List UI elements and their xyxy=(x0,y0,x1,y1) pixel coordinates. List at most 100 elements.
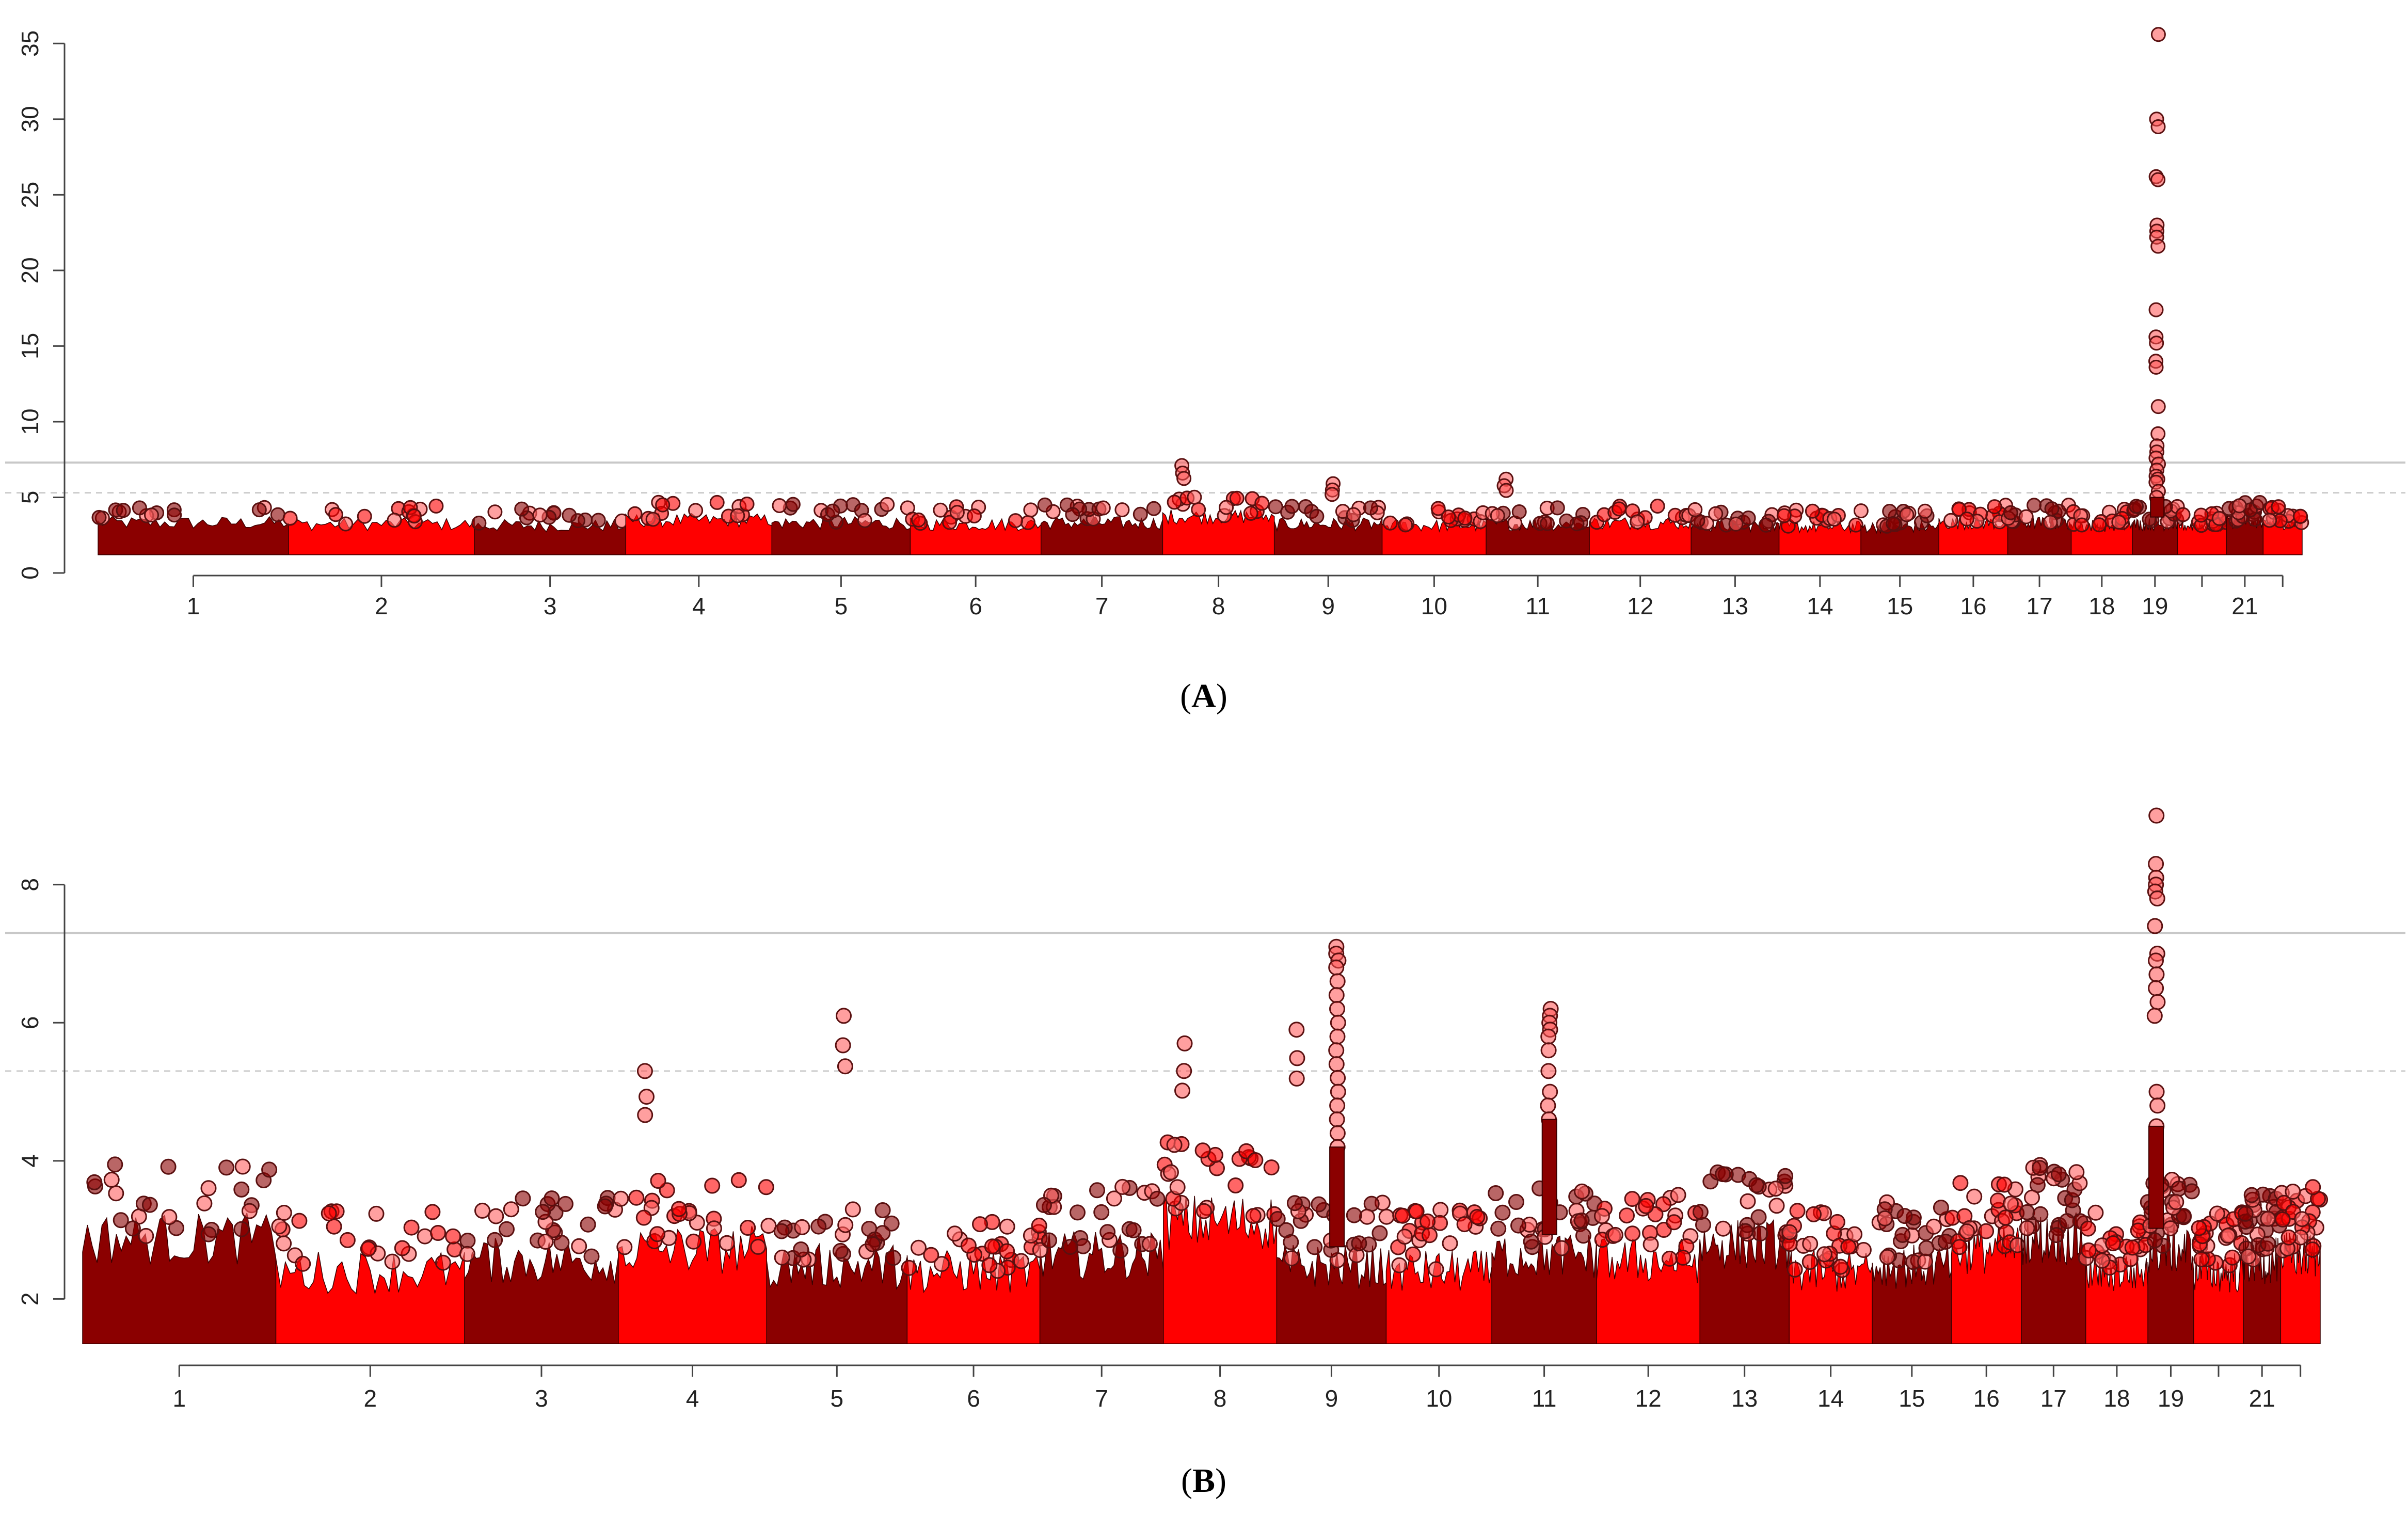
snp-point xyxy=(1966,1188,1983,1205)
x-tick-label: 11 xyxy=(1525,593,1550,619)
snp-point xyxy=(1070,1204,1086,1221)
snp-point xyxy=(233,1221,250,1237)
y-tick-label: 8 xyxy=(17,878,43,891)
y-tick-label: 0 xyxy=(17,566,43,580)
snp-point xyxy=(1013,1253,1029,1269)
snp-point xyxy=(2044,501,2060,517)
snp-point xyxy=(2271,499,2286,515)
snp-point xyxy=(865,1236,881,1252)
x-tick-label: 3 xyxy=(544,593,557,619)
snp-point xyxy=(535,1204,551,1220)
chromosome-17-band xyxy=(2021,1212,2086,1345)
snp-point xyxy=(1877,1210,1893,1226)
y-axis: 0 5 10 15 20 25 30 35 xyxy=(17,30,66,580)
snp-point xyxy=(406,508,422,524)
snp-point xyxy=(2018,509,2034,524)
snp-point xyxy=(825,503,840,519)
snp-point xyxy=(2124,1239,2141,1256)
peak-point xyxy=(2149,890,2165,906)
x-tick-label: 15 xyxy=(1887,593,1913,619)
x-tick-label: 16 xyxy=(1960,593,1986,619)
peak-stem xyxy=(2150,497,2165,518)
snp-point xyxy=(1959,1223,1975,1240)
snp-point xyxy=(1886,516,1901,531)
snp-point xyxy=(2019,1204,2035,1220)
chromosome-16-points xyxy=(1938,498,2013,555)
peak-point xyxy=(1540,1097,1556,1114)
snp-point xyxy=(1031,1217,1047,1234)
snp-point xyxy=(1268,499,1283,515)
y-tick-label: 35 xyxy=(17,30,43,57)
snp-point xyxy=(537,1234,554,1250)
snp-point xyxy=(1146,501,1161,516)
chromosome-9-band xyxy=(1273,517,1383,555)
snp-point xyxy=(2147,1232,2163,1249)
snp-point xyxy=(1065,507,1080,522)
snp-point xyxy=(2003,505,2018,520)
snp-point xyxy=(1490,1220,1507,1237)
snp-point xyxy=(487,504,503,520)
peak-point xyxy=(1329,1111,1345,1128)
chromosome-17-points xyxy=(2001,498,2076,555)
peak-chr11 xyxy=(1540,1001,1559,1235)
snp-point xyxy=(2183,1183,2200,1200)
snp-point xyxy=(1952,1175,1969,1191)
snp-point xyxy=(1306,1239,1323,1255)
y-tick-label: 2 xyxy=(17,1293,43,1306)
snp-point xyxy=(972,1216,988,1233)
chromosome-5-points xyxy=(771,497,915,555)
x-tick-label: 18 xyxy=(2088,593,2115,619)
peak-point xyxy=(2148,1083,2165,1100)
snp-point xyxy=(1715,1220,1731,1237)
snp-point xyxy=(810,1218,827,1235)
snp-point xyxy=(1511,504,1527,519)
snp-point xyxy=(1456,1216,1473,1233)
chromosome-3-points xyxy=(471,501,630,555)
x-tick-label: 3 xyxy=(535,1385,548,1412)
snp-point xyxy=(1311,1196,1327,1213)
snp-point xyxy=(200,1226,217,1242)
y-tick-label: 5 xyxy=(17,491,43,504)
snp-point xyxy=(113,1212,129,1229)
snp-point xyxy=(138,1228,154,1244)
snp-point xyxy=(424,1204,441,1220)
snp-point xyxy=(544,1190,560,1207)
snp-point xyxy=(1283,1250,1300,1267)
snp-point xyxy=(2175,507,2191,522)
snp-point xyxy=(1670,1187,1686,1203)
snp-point xyxy=(1748,1177,1765,1193)
snp-point xyxy=(360,1240,376,1257)
x-tick-label: 4 xyxy=(692,593,706,619)
peak-point xyxy=(2148,980,2164,996)
snp-point xyxy=(276,1205,292,1221)
peak-point xyxy=(2150,172,2166,187)
peak-point xyxy=(1329,1125,1346,1141)
snp-point xyxy=(635,1209,652,1226)
snp-point xyxy=(1996,1176,2013,1193)
snp-point xyxy=(428,498,444,514)
snp-point xyxy=(499,1221,515,1237)
y-tick-label: 10 xyxy=(17,408,43,435)
snp-point xyxy=(1037,497,1052,513)
x-axis: 1 2 3 4 5 6 7 8 9 10 11 12 13 14 15 16 17 18 19 21 xyxy=(172,1364,2302,1412)
x-tick-label: 15 xyxy=(1899,1385,1925,1412)
snp-point xyxy=(874,1202,891,1218)
snp-point xyxy=(1802,1236,1819,1252)
snp-point xyxy=(435,1254,451,1271)
snp-point xyxy=(685,1233,702,1250)
chromosome-7-points xyxy=(1032,1178,1166,1345)
snp-point xyxy=(1540,516,1555,531)
snp-point xyxy=(2224,1249,2241,1266)
snp-point xyxy=(1781,1224,1798,1240)
snp-point xyxy=(445,1228,461,1245)
snp-point xyxy=(627,506,643,521)
snp-point xyxy=(774,1249,790,1266)
snp-point xyxy=(911,1239,927,1256)
snp-point xyxy=(1284,499,1300,514)
snp-point xyxy=(885,1250,902,1266)
snp-point xyxy=(1758,517,1774,533)
snp-point xyxy=(2092,517,2107,533)
chromosome-22-points xyxy=(2262,499,2309,555)
snp-point xyxy=(1619,1207,1635,1224)
